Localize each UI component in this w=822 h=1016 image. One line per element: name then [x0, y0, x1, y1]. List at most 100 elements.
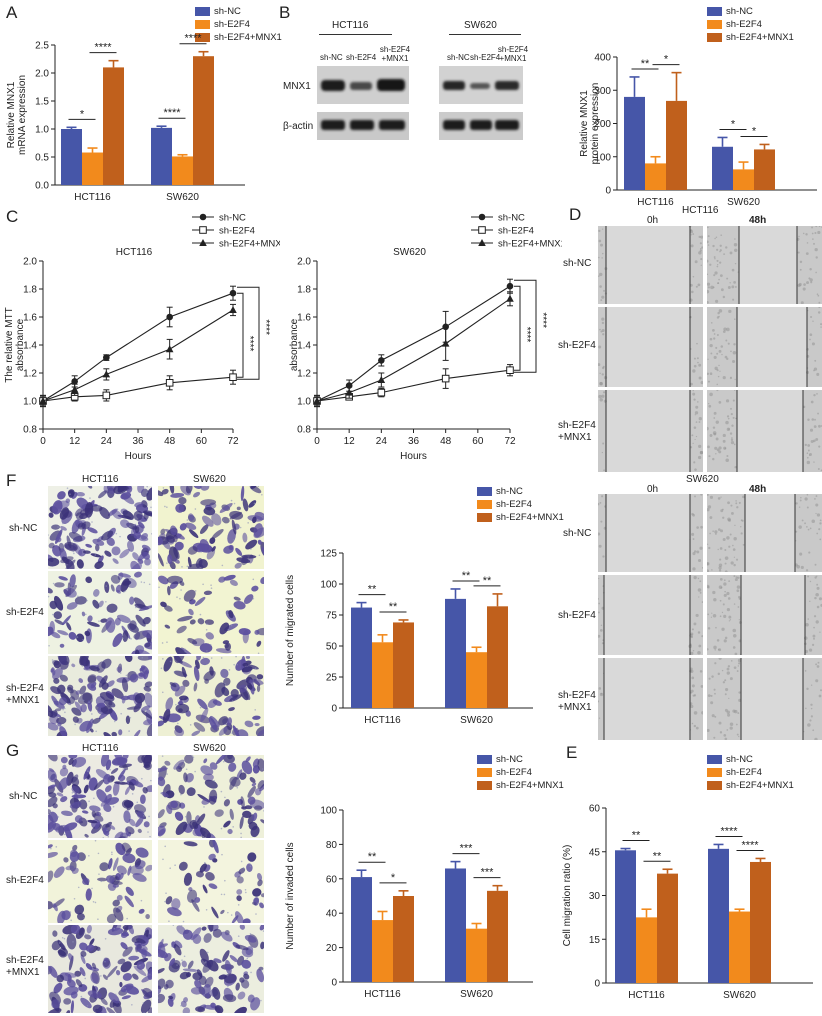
cell: [126, 706, 141, 710]
cell: [797, 251, 800, 254]
cell: [799, 499, 802, 502]
pore: [205, 623, 208, 625]
cell: [60, 525, 67, 531]
cell: [234, 562, 242, 569]
pore: [92, 901, 95, 903]
cell: [796, 564, 801, 569]
point-marker: [506, 294, 514, 302]
cell: [129, 865, 144, 876]
cell: [52, 803, 58, 809]
micro-col-label: SW620: [193, 743, 226, 754]
legend-swatch-mnx1: [707, 33, 722, 42]
cell: [811, 418, 815, 421]
pore: [162, 658, 164, 660]
cell: [257, 758, 264, 772]
panel-label-f: F: [6, 471, 17, 490]
cell: [736, 589, 740, 593]
pore: [115, 532, 118, 535]
cell: [132, 780, 144, 788]
cell: [223, 799, 231, 807]
pore: [72, 941, 74, 943]
y-tick-label: 0: [605, 186, 611, 197]
cell: [816, 532, 819, 535]
x-tick-label: SW620: [727, 197, 760, 205]
bar: [351, 607, 372, 708]
pore: [94, 840, 97, 842]
cell: [188, 529, 199, 538]
x-tick-label: 0: [314, 436, 320, 447]
pore: [134, 606, 137, 609]
cell: [222, 950, 230, 962]
pore: [252, 578, 255, 581]
cell: [197, 618, 205, 625]
pore: [176, 596, 178, 598]
cell: [118, 872, 124, 881]
cell: [692, 567, 696, 571]
cell: [598, 598, 599, 600]
pore: [191, 755, 194, 757]
cell: [147, 1007, 152, 1013]
pore: [96, 700, 98, 703]
cell: [809, 278, 813, 282]
cell: [722, 681, 726, 684]
cell: [242, 498, 249, 512]
bar: [466, 652, 487, 708]
cell: [730, 440, 735, 445]
cell: [693, 364, 697, 368]
micro-col-label: SW620: [193, 474, 226, 485]
cell: [697, 577, 700, 580]
pore: [88, 854, 90, 857]
cell: [93, 589, 100, 597]
cell: [168, 995, 174, 1000]
cell: [78, 927, 84, 936]
cell: [169, 682, 177, 688]
pore: [150, 779, 152, 782]
cell: [700, 381, 703, 385]
cell: [185, 522, 197, 530]
y-tick-label: 50: [326, 642, 338, 653]
cell: [102, 827, 110, 837]
cell: [697, 283, 701, 287]
cell: [146, 487, 152, 501]
cell: [714, 446, 718, 450]
cell: [819, 519, 822, 522]
legend-label-nc: sh-NC: [726, 754, 753, 765]
western-blot: HCT116 SW620 sh-NC sh-E2F4 sh-E2F4 +MNX1…: [283, 20, 528, 150]
cell: [724, 693, 727, 696]
cell: [698, 644, 702, 648]
cell: [799, 552, 803, 556]
legend-g: sh-NC sh-E2F4 sh-E2F4+MNX1: [477, 753, 564, 792]
cell: [807, 618, 810, 620]
pore: [150, 506, 152, 509]
cell: [804, 649, 808, 654]
cell: [144, 642, 151, 648]
cell: [52, 659, 60, 666]
point-marker: [377, 388, 386, 397]
pore: [52, 582, 55, 585]
cell: [200, 499, 217, 506]
pore: [235, 656, 237, 658]
cell: [70, 991, 78, 999]
cell: [806, 526, 808, 528]
significance-label: *: [731, 118, 736, 130]
pore: [148, 718, 150, 720]
cell: [732, 350, 737, 355]
y-tick-label: 60: [326, 874, 338, 885]
cell: [815, 593, 819, 597]
cell: [68, 631, 77, 640]
cell: [52, 903, 58, 912]
pore: [253, 502, 256, 505]
cell: [726, 536, 730, 540]
cell: [201, 798, 210, 805]
cell: [142, 987, 152, 999]
cell: [721, 627, 725, 631]
cell: [728, 620, 731, 622]
cell: [726, 327, 730, 332]
cell: [186, 811, 192, 825]
cell: [707, 240, 709, 244]
cell: [178, 784, 185, 795]
cell: [158, 553, 164, 567]
cell: [79, 942, 88, 951]
pore: [227, 911, 229, 914]
cell: [180, 1000, 187, 1008]
